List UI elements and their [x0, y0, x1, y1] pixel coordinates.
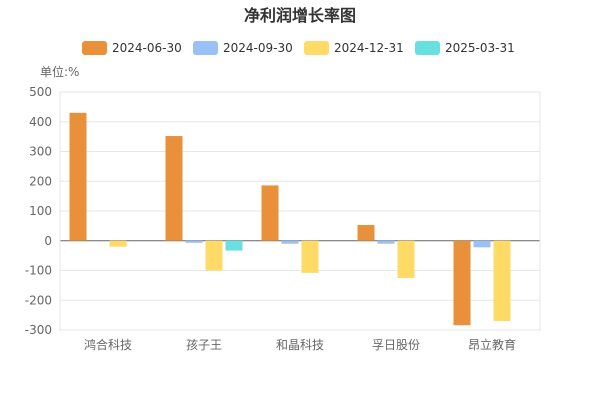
x-tick-label: 和晶科技 — [276, 338, 324, 352]
x-tick-label: 孩子王 — [186, 338, 222, 352]
legend-swatch — [415, 41, 440, 55]
legend-swatch — [304, 41, 329, 55]
bar — [205, 240, 223, 271]
x-axis: 鸿合科技 孩子王 和晶科技 孚日股份 昂立教育 — [84, 337, 516, 352]
bar — [473, 240, 491, 248]
y-tick-label: 0 — [44, 234, 52, 248]
x-tick-label: 孚日股份 — [372, 338, 420, 352]
bar — [357, 224, 375, 241]
legend-label: 2025-03-31 — [445, 41, 515, 55]
y-tick-label: -200 — [25, 293, 52, 307]
bar — [109, 240, 127, 247]
legend-swatch — [193, 41, 218, 55]
legend-swatch — [82, 41, 107, 55]
legend: 2024-06-30 2024-09-30 2024-12-31 2025-03-31 — [82, 41, 515, 55]
x-tick-label: 鸿合科技 — [84, 337, 132, 352]
bars — [69, 112, 511, 326]
chart-title: 净利润增长率图 — [244, 6, 356, 25]
y-tick-label: 200 — [29, 174, 52, 188]
grid-lines — [59, 91, 541, 331]
y-tick-label: -300 — [25, 323, 52, 337]
y-tick-label: 300 — [29, 145, 52, 159]
legend-label: 2024-12-31 — [334, 41, 404, 55]
plot-frame — [59, 91, 541, 331]
bar — [261, 185, 279, 241]
bar — [301, 240, 319, 273]
bar — [377, 240, 395, 244]
legend-label: 2024-06-30 — [112, 41, 182, 55]
y-tick-label: 400 — [29, 115, 52, 129]
bar — [185, 240, 203, 243]
bar — [281, 240, 299, 244]
bar — [397, 240, 415, 278]
y-axis-unit-label: 单位:% — [40, 64, 79, 79]
y-tick-label: -100 — [25, 264, 52, 278]
y-axis: 500 400 300 200 100 0 -100 -200 -300 — [25, 85, 52, 337]
bar — [165, 136, 183, 241]
bar — [225, 240, 243, 251]
x-tick-label: 昂立教育 — [468, 337, 516, 352]
y-tick-label: 500 — [29, 85, 52, 99]
bar — [493, 240, 511, 322]
legend-label: 2024-09-30 — [223, 41, 293, 55]
y-tick-label: 100 — [29, 204, 52, 218]
bar — [69, 112, 87, 241]
bar — [453, 240, 471, 326]
